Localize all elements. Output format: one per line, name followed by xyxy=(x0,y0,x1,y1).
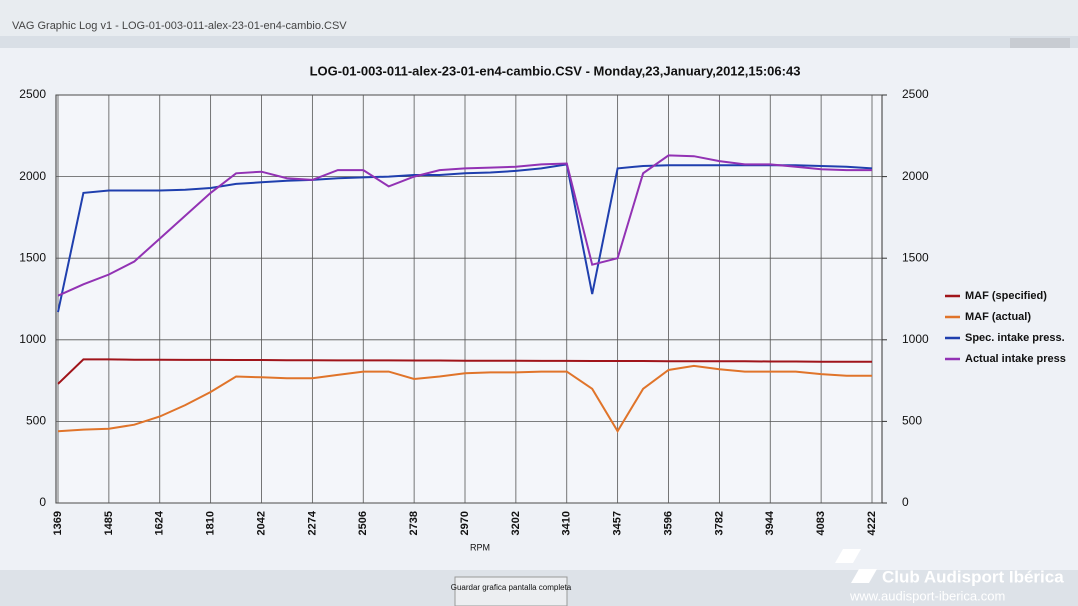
y-tick-label: 2000 xyxy=(19,169,46,183)
series-line xyxy=(57,163,873,313)
x-tick-label: 2738 xyxy=(408,511,420,535)
x-tick-label: 3782 xyxy=(713,511,725,535)
x-tick-label: 4222 xyxy=(866,511,878,535)
y-tick-label: 2500 xyxy=(19,87,46,101)
legend-label: MAF (specified) xyxy=(965,290,1047,302)
save-button-label: Guardar grafica pantalla completa xyxy=(451,583,572,592)
legend-label: MAF (actual) xyxy=(965,311,1031,323)
x-tick-label: 1369 xyxy=(52,511,64,535)
x-tick-label: 1485 xyxy=(103,511,115,535)
save-button[interactable] xyxy=(454,576,568,606)
logo xyxy=(835,549,877,583)
chart-title: LOG-01-003-011-alex-23-01-en4-cambio.CSV… xyxy=(310,63,801,78)
x-tick-label: 2506 xyxy=(357,511,369,535)
x-tick-label: 3457 xyxy=(612,511,624,535)
window-controls[interactable] xyxy=(1010,38,1070,48)
watermark-brand: Club Audisport Ibérica xyxy=(882,567,1064,586)
y2-tick-label: 2000 xyxy=(902,169,929,183)
series-line xyxy=(57,154,872,297)
x-tick-label: 2274 xyxy=(306,510,318,535)
y2-tick-label: 0 xyxy=(902,495,909,509)
x-tick-label: 2970 xyxy=(459,511,471,535)
x-tick-label: 3596 xyxy=(662,511,674,535)
series-line xyxy=(57,364,872,434)
y-tick-label: 0 xyxy=(39,495,46,509)
y2-tick-label: 1500 xyxy=(902,250,929,264)
y-tick-label: 500 xyxy=(26,414,46,428)
y2-tick-label: 500 xyxy=(902,414,922,428)
watermark-url: www.audisport-iberica.com xyxy=(849,588,1005,603)
x-axis-label: RPM xyxy=(470,542,490,552)
x-tick-label: 3944 xyxy=(764,510,776,535)
x-tick-label: 1810 xyxy=(205,511,217,535)
x-tick-label: 1624 xyxy=(154,510,166,535)
y2-tick-label: 1000 xyxy=(902,332,929,346)
title-bar xyxy=(0,0,1078,36)
legend-label: Spec. intake press. xyxy=(965,332,1065,344)
y2-tick-label: 2500 xyxy=(902,87,929,101)
plot-area xyxy=(55,94,883,504)
x-tick-label: 3202 xyxy=(510,511,522,535)
x-tick-label: 4083 xyxy=(815,511,827,535)
window-title: VAG Graphic Log v1 - LOG-01-003-011-alex… xyxy=(12,20,347,32)
x-tick-label: 2042 xyxy=(255,511,267,535)
legend-label: Actual intake press xyxy=(965,353,1066,365)
y-tick-label: 1000 xyxy=(19,332,46,346)
x-tick-label: 3410 xyxy=(561,511,573,535)
y-tick-label: 1500 xyxy=(19,250,46,264)
series-line xyxy=(57,358,873,385)
